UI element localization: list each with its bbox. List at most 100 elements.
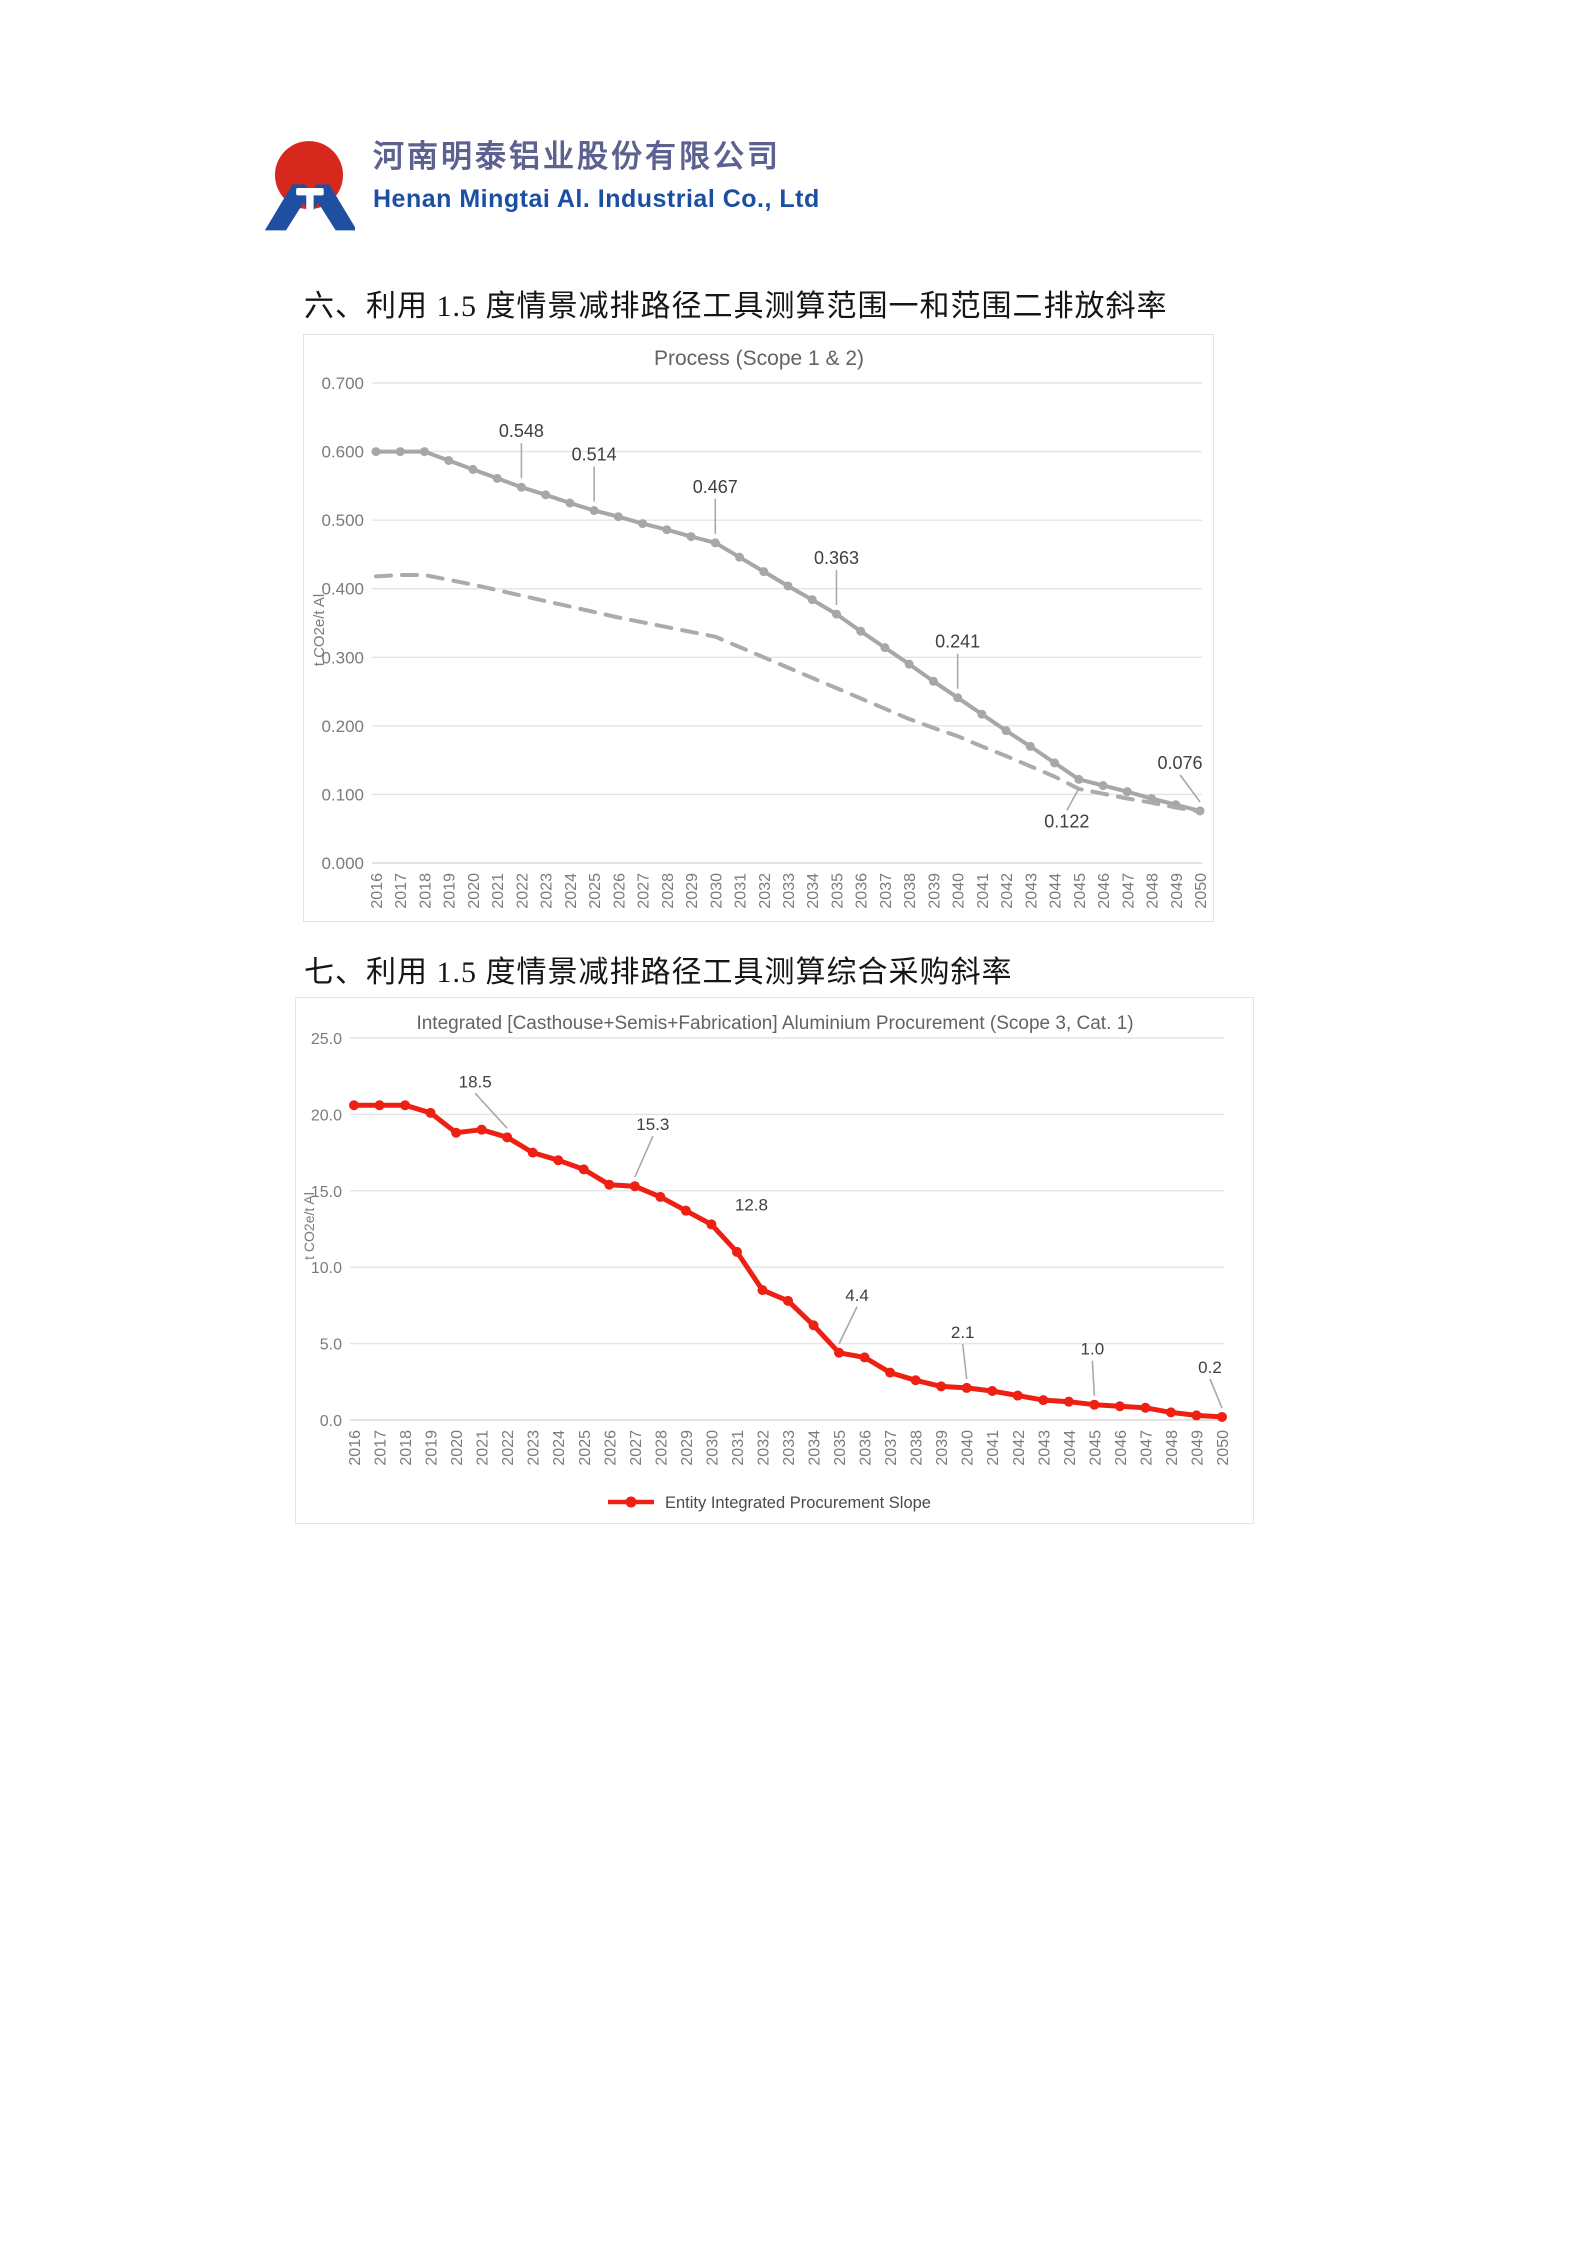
x-tick-label: 2046: [1113, 1430, 1130, 1466]
x-tick-label: 2030: [708, 873, 725, 909]
y-tick-label: 20.0: [311, 1107, 342, 1124]
x-tick-label: 2033: [781, 873, 798, 909]
y-tick-label: 10.0: [311, 1260, 342, 1277]
x-tick-label: 2045: [1087, 1430, 1104, 1466]
data-point-marker: [662, 525, 672, 535]
x-tick-label: 2034: [805, 873, 822, 909]
data-label: 1.0: [1081, 1340, 1105, 1359]
x-tick-label: 2018: [398, 1430, 415, 1466]
data-point-marker: [953, 693, 963, 703]
x-tick-label: 2035: [832, 1430, 849, 1466]
x-tick-label: 2022: [500, 1430, 517, 1466]
x-tick-label: 2018: [417, 873, 434, 909]
data-point-marker: [425, 1107, 436, 1118]
label-leader-line: [838, 1306, 858, 1345]
x-tick-label: 2028: [660, 873, 677, 909]
data-point-marker: [1089, 1399, 1100, 1410]
x-tick-label: 2049: [1189, 1430, 1206, 1466]
data-point-marker: [613, 512, 623, 522]
data-point-marker: [1122, 787, 1132, 797]
x-tick-label: 2032: [755, 1430, 772, 1466]
data-label: 18.5: [459, 1072, 492, 1091]
y-tick-label: 15.0: [311, 1184, 342, 1201]
y-tick-label: 0.300: [321, 648, 364, 667]
x-tick-label: 2026: [602, 1430, 619, 1466]
data-point-marker: [655, 1191, 666, 1202]
data-point-marker: [1098, 781, 1108, 791]
data-point-marker: [553, 1155, 564, 1166]
data-point-marker: [492, 473, 502, 483]
x-tick-label: 2037: [883, 1430, 900, 1466]
x-tick-label: 2024: [551, 1430, 568, 1466]
x-tick-label: 2038: [909, 1430, 926, 1466]
data-point-marker: [831, 609, 841, 619]
x-tick-label: 2043: [1036, 1430, 1053, 1466]
x-tick-label: 2037: [878, 873, 895, 909]
data-point-marker: [349, 1100, 359, 1111]
data-point-marker: [977, 709, 987, 719]
company-name-en: Henan Mingtai Al. Industrial Co., Ltd: [373, 185, 820, 214]
data-point-marker: [1165, 1407, 1176, 1418]
x-tick-label: 2050: [1215, 1430, 1232, 1466]
chart-integrated-procurement-scope-3: Integrated [Casthouse+Semis+Fabrication]…: [295, 997, 1254, 1524]
x-tick-label: 2035: [829, 873, 846, 909]
data-point-marker: [731, 1246, 742, 1257]
data-point-marker: [502, 1132, 513, 1143]
y-tick-label: 5.0: [320, 1337, 342, 1354]
x-tick-label: 2045: [1072, 873, 1089, 909]
legend: Entity Integrated Procurement Slope: [608, 1494, 931, 1512]
data-point-marker: [476, 1124, 487, 1135]
x-tick-label: 2050: [1193, 873, 1210, 909]
y-axis-label: t CO2e/t Al: [311, 594, 328, 667]
x-tick-label: 2043: [1023, 873, 1040, 909]
data-label: 0.2: [1198, 1358, 1222, 1377]
x-tick-label: 2036: [858, 1430, 875, 1466]
x-tick-label: 2038: [902, 873, 919, 909]
x-tick-label: 2040: [951, 873, 968, 909]
x-tick-label: 2047: [1138, 1430, 1155, 1466]
x-tick-label: 2049: [1169, 873, 1186, 909]
data-point-marker: [565, 498, 575, 508]
x-tick-label: 2021: [475, 1430, 492, 1466]
y-tick-label: 25.0: [311, 1031, 342, 1048]
data-point-marker: [885, 1367, 896, 1378]
x-tick-label: 2019: [424, 1430, 441, 1466]
chart-canvas: Process (Scope 1 & 2) t CO2e/t Al 0.000 0.1…: [311, 347, 1210, 909]
data-point-marker: [589, 506, 599, 516]
data-point-marker: [807, 595, 817, 605]
data-point-marker: [604, 1179, 615, 1190]
data-point-marker: [1063, 1396, 1074, 1407]
data-point-marker: [928, 676, 938, 686]
legend-label: Entity Integrated Procurement Slope: [665, 1494, 931, 1512]
data-point-marker: [1012, 1390, 1023, 1401]
x-tick-label: 2028: [653, 1430, 670, 1466]
data-point-marker: [395, 447, 405, 457]
x-tick-label: 2023: [526, 1430, 543, 1466]
label-leader-line: [961, 1343, 968, 1380]
data-point-marker: [468, 464, 478, 474]
data-point-marker: [451, 1127, 462, 1138]
data-point-marker: [783, 1295, 793, 1306]
chart-process-scope-1-2: Process (Scope 1 & 2) t CO2e/t Al 0.000 0.1…: [303, 334, 1214, 922]
x-tick-label: 2020: [449, 1430, 466, 1466]
data-label: 2.1: [951, 1323, 975, 1342]
data-point-marker: [759, 567, 769, 577]
data-label: 0.363: [814, 548, 859, 568]
x-tick-label: 2017: [373, 1430, 390, 1466]
data-label: 0.467: [693, 477, 738, 497]
data-label: 0.076: [1157, 753, 1202, 773]
x-tick-label: 2027: [628, 1430, 645, 1466]
data-point-marker: [1140, 1402, 1151, 1413]
data-point-marker: [808, 1320, 819, 1331]
label-leader-line: [474, 1092, 508, 1129]
y-tick-label: 0.0: [320, 1413, 342, 1430]
x-tick-label: 2040: [960, 1430, 977, 1466]
data-point-marker: [1074, 774, 1084, 784]
x-tick-label: 2026: [611, 873, 628, 909]
data-point-marker: [1114, 1401, 1125, 1412]
x-tick-label: 2046: [1096, 873, 1113, 909]
data-label: 15.3: [636, 1115, 669, 1134]
y-tick-label: 0.700: [321, 374, 364, 393]
x-tick-label: 2024: [563, 873, 580, 909]
